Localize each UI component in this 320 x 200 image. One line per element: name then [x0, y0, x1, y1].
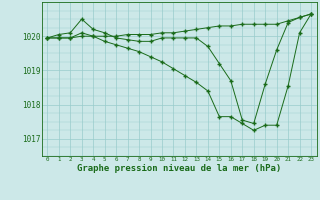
X-axis label: Graphe pression niveau de la mer (hPa): Graphe pression niveau de la mer (hPa) [77, 164, 281, 173]
